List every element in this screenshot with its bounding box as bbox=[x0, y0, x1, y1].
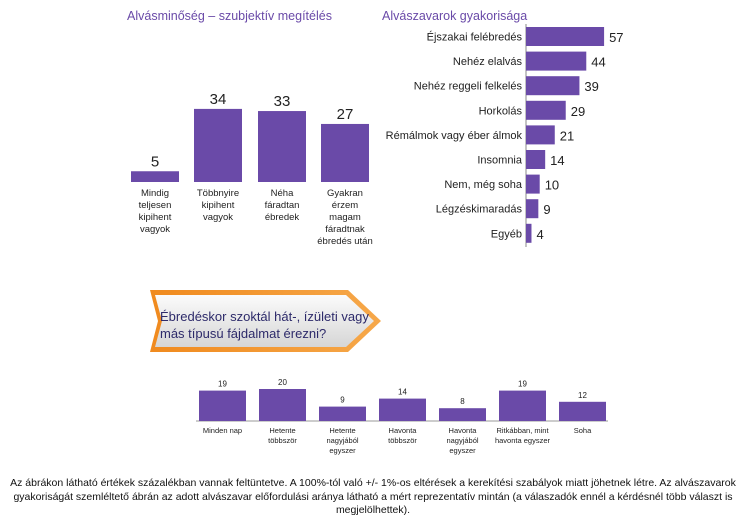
question-text: Ébredéskor szoktál hát-, ízületi vagy má… bbox=[160, 309, 369, 341]
quality-category-label: Néha bbox=[271, 188, 294, 199]
quality-category-label: Gyakran bbox=[327, 188, 363, 199]
disorder-bar bbox=[526, 76, 580, 96]
pain-category-label: egyszer bbox=[449, 446, 476, 455]
disorder-category-label: Légzéskimaradás bbox=[436, 204, 523, 216]
footnote: Az ábrákon látható értékek százalékban v… bbox=[10, 477, 736, 516]
quality-category-label: ébredek bbox=[265, 212, 300, 223]
quality-category-label: teljesen bbox=[139, 200, 172, 211]
quality-bar bbox=[258, 111, 306, 182]
pain-value-label: 8 bbox=[460, 397, 465, 406]
disorder-value-label: 39 bbox=[584, 79, 598, 94]
pain-category-label: nagyjából bbox=[446, 436, 478, 445]
quality-category-label: vagyok bbox=[140, 224, 170, 235]
disorder-bar bbox=[526, 150, 546, 169]
pain-value-label: 9 bbox=[340, 396, 345, 405]
pain-category-label: havonta egyszer bbox=[495, 436, 551, 445]
pain-category-label: Hetente bbox=[269, 426, 295, 435]
quality-value-label: 27 bbox=[337, 106, 354, 123]
pain-category-label: többször bbox=[268, 436, 297, 445]
disorder-category-label: Egyéb bbox=[491, 228, 522, 240]
pain-bar bbox=[559, 401, 606, 421]
pain-category-label: Minden nap bbox=[203, 426, 242, 435]
pain-category-label: nagyjából bbox=[326, 436, 358, 445]
disorder-category-label: Nem, még soha bbox=[444, 179, 523, 191]
chart1-title: Alvásminőség – szubjektív megítélés bbox=[127, 9, 332, 23]
quality-category-label: magam bbox=[329, 212, 361, 223]
quality-category-label: fáradtan bbox=[265, 200, 300, 211]
pain-category-label: egyszer bbox=[329, 446, 356, 455]
disorder-value-label: 10 bbox=[545, 178, 559, 193]
disorder-bar bbox=[526, 51, 587, 71]
pain-value-label: 14 bbox=[398, 388, 407, 397]
disorder-bar bbox=[526, 125, 555, 145]
quality-category-label: érzem bbox=[332, 200, 358, 211]
disorder-bar bbox=[526, 100, 566, 120]
pain-category-label: Soha bbox=[574, 426, 592, 435]
pain-category-label: Havonta bbox=[389, 426, 418, 435]
disorder-category-label: Éjszakai felébredés bbox=[427, 31, 523, 44]
disorder-bar bbox=[526, 174, 540, 194]
pain-bar bbox=[259, 389, 306, 421]
pain-value-label: 19 bbox=[218, 380, 227, 389]
disorder-value-label: 9 bbox=[543, 202, 550, 217]
disorder-category-label: Nehéz reggeli felkelés bbox=[414, 81, 523, 93]
disorder-bar bbox=[526, 27, 605, 46]
chart2-title: Alvászavarok gyakorisága bbox=[382, 9, 528, 23]
quality-category-label: vagyok bbox=[203, 212, 233, 223]
disorder-value-label: 14 bbox=[550, 153, 564, 168]
quality-bar bbox=[194, 108, 242, 182]
disorder-value-label: 21 bbox=[560, 128, 574, 143]
quality-category-label: Mindig bbox=[141, 188, 169, 199]
quality-bar bbox=[321, 123, 369, 182]
pain-category-label: többször bbox=[388, 436, 417, 445]
disorder-bar bbox=[526, 199, 539, 219]
quality-category-label: Többnyire bbox=[197, 188, 239, 199]
disorder-category-label: Horkolás bbox=[479, 105, 523, 117]
disorder-bar bbox=[526, 223, 532, 243]
pain-category-label: Hetente bbox=[329, 426, 355, 435]
quality-value-label: 5 bbox=[151, 153, 159, 170]
pain-bar bbox=[199, 390, 246, 421]
disorder-category-label: Insomnia bbox=[477, 155, 523, 167]
disorder-value-label: 57 bbox=[609, 30, 623, 45]
disorder-value-label: 44 bbox=[591, 55, 605, 70]
disorder-value-label: 29 bbox=[571, 104, 585, 119]
pain-value-label: 12 bbox=[578, 391, 587, 400]
pain-value-label: 20 bbox=[278, 378, 287, 387]
pain-bar bbox=[439, 408, 486, 421]
pain-bar bbox=[379, 398, 426, 421]
disorder-category-label: Rémálmok vagy éber álmok bbox=[386, 130, 523, 142]
disorder-category-label: Nehéz elalvás bbox=[453, 56, 523, 68]
quality-category-label: fáradtnak bbox=[325, 224, 365, 235]
quality-value-label: 34 bbox=[210, 91, 227, 108]
quality-category-label: kipihent bbox=[202, 200, 235, 211]
disorder-value-label: 4 bbox=[536, 227, 543, 242]
quality-bar bbox=[131, 171, 179, 182]
question-banner bbox=[150, 290, 381, 352]
quality-value-label: 33 bbox=[274, 93, 291, 110]
pain-bar bbox=[499, 390, 546, 421]
pain-value-label: 19 bbox=[518, 380, 527, 389]
quality-category-label: kipihent bbox=[139, 212, 172, 223]
pain-category-label: Havonta bbox=[449, 426, 478, 435]
pain-category-label: Ritkábban, mint bbox=[496, 426, 549, 435]
quality-category-label: ébredés után bbox=[317, 236, 372, 247]
pain-bar bbox=[319, 406, 366, 421]
